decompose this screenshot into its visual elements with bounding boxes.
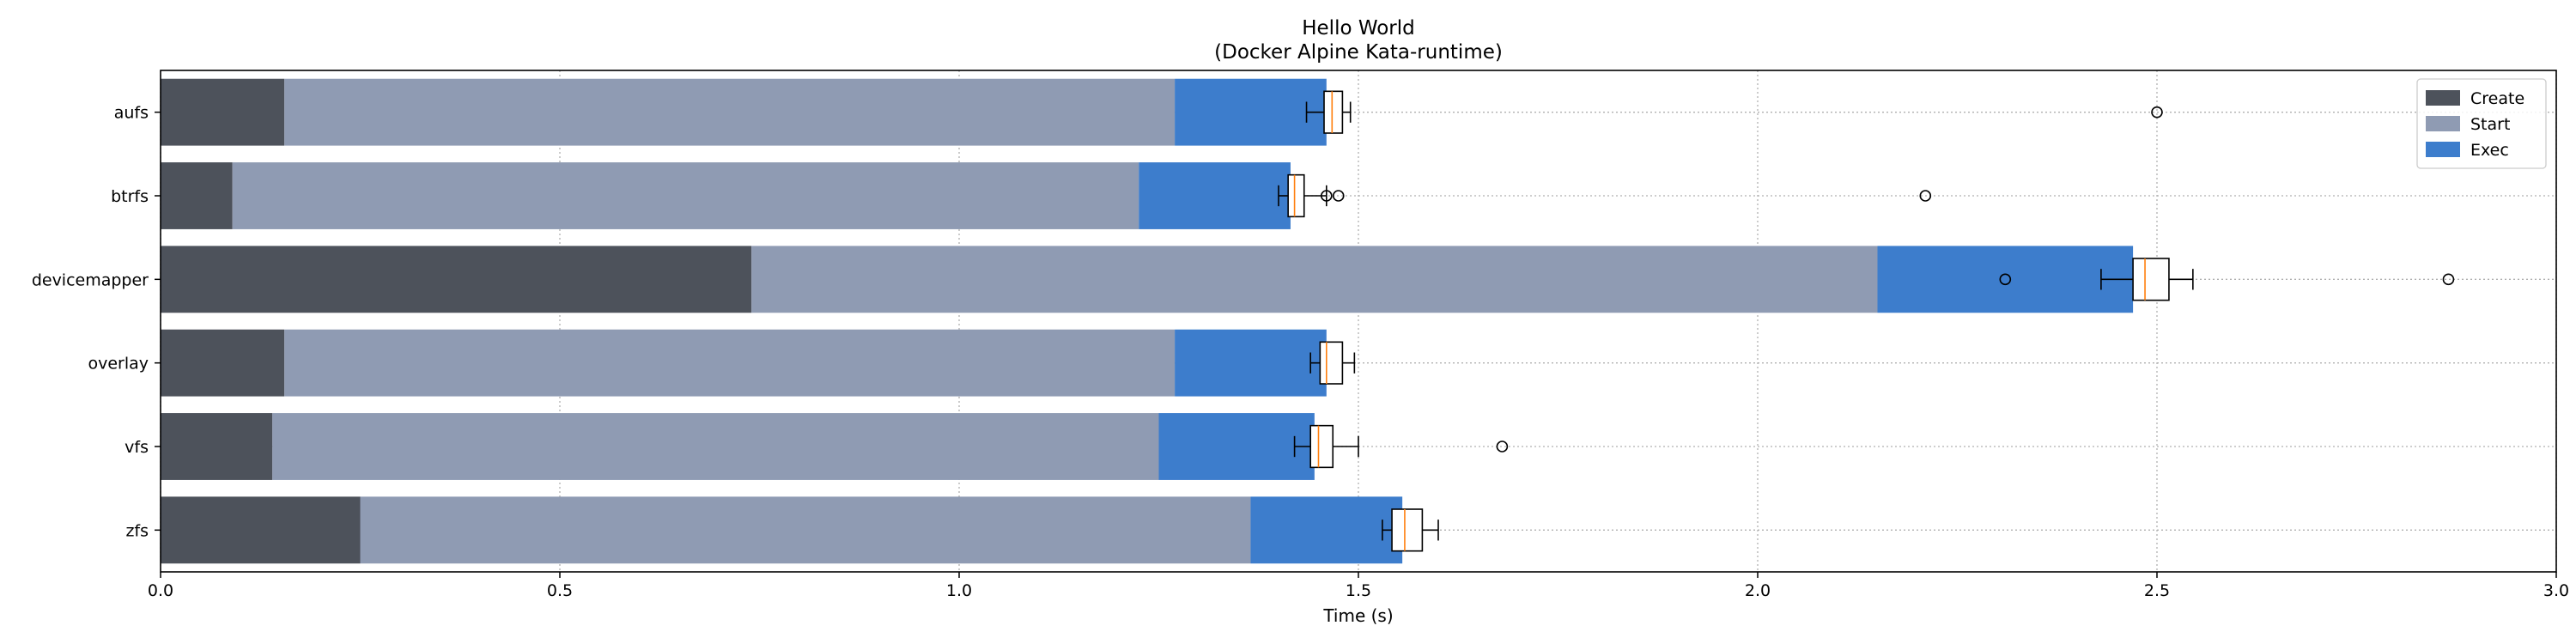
x-tick-label: 1.5 — [1346, 581, 1371, 600]
box-iqr — [1323, 90, 1344, 134]
bar-create-zfs — [161, 496, 361, 564]
box-iqr — [1287, 173, 1305, 218]
boxplot-vfs — [1293, 424, 1509, 469]
x-tick-label: 3.0 — [2543, 581, 2569, 600]
y-tick-label-btrfs: btrfs — [111, 187, 149, 206]
legend-label-exec: Exec — [2470, 141, 2509, 160]
stacked-bars — [161, 78, 2134, 564]
box-iqr — [1391, 508, 1424, 552]
outlier-point — [1999, 273, 2012, 286]
boxplot-btrfs — [1278, 173, 1932, 218]
outlier-point — [1919, 190, 1932, 202]
bar-start-overlay — [284, 329, 1176, 397]
legend-label-create: Create — [2470, 89, 2524, 108]
y-tick-label-devicemapper: devicemapper — [32, 270, 149, 289]
bar-create-btrfs — [161, 162, 233, 229]
boxplot-aufs — [1305, 90, 2163, 134]
legend: Create Start Exec — [2416, 78, 2547, 169]
y-tick-label-vfs: vfs — [125, 438, 149, 457]
bar-exec-overlay — [1175, 329, 1327, 397]
y-tick-label-overlay: overlay — [88, 355, 149, 374]
bar-create-devicemapper — [161, 246, 752, 313]
boxplot-overlay — [1309, 341, 1356, 385]
bar-exec-zfs — [1250, 496, 1403, 564]
boxplot-devicemapper — [1999, 258, 2455, 301]
legend-swatch-create — [2426, 90, 2460, 106]
box-iqr — [1309, 424, 1334, 469]
bar-create-overlay — [161, 329, 285, 397]
chart-title: Hello World (Docker Alpine Kata-runtime) — [1214, 17, 1503, 64]
outlier-point — [1332, 190, 1345, 202]
x-axis: 0.0 0.5 1.0 1.5 2.0 2.5 3.0 — [148, 572, 2569, 600]
bar-exec-vfs — [1158, 413, 1315, 480]
bar-start-vfs — [272, 413, 1159, 480]
x-tick-label: 0.5 — [547, 581, 573, 600]
boxplots — [1278, 90, 2455, 552]
bar-start-aufs — [284, 78, 1176, 146]
chart-title-line-1: Hello World — [1302, 17, 1415, 39]
bar-start-devicemapper — [751, 246, 1878, 313]
bar-create-aufs — [161, 78, 285, 146]
bar-start-zfs — [360, 496, 1251, 564]
x-tick-label: 0.0 — [148, 581, 173, 600]
x-tick-label: 2.0 — [1745, 581, 1771, 600]
y-tick-label-aufs: aufs — [114, 104, 149, 123]
x-tick-label: 1.0 — [946, 581, 972, 600]
box-iqr — [1319, 341, 1344, 385]
bar-exec-btrfs — [1139, 162, 1291, 229]
y-axis: aufs btrfs devicemapper overlay vfs zfs — [32, 104, 161, 540]
x-axis-label: Time (s) — [1322, 605, 1393, 626]
outlier-point — [1321, 190, 1333, 202]
outlier-point — [2151, 106, 2163, 118]
outlier-point — [2442, 273, 2455, 286]
x-tick-label: 2.5 — [2144, 581, 2170, 600]
bar-create-vfs — [161, 413, 273, 480]
legend-swatch-exec — [2426, 142, 2460, 157]
bar-exec-devicemapper — [1877, 246, 2134, 313]
bar-start-btrfs — [232, 162, 1139, 229]
legend-label-start: Start — [2470, 115, 2510, 134]
y-tick-label-zfs: zfs — [125, 521, 149, 540]
legend-swatch-start — [2426, 116, 2460, 131]
chart-title-line-2: (Docker Alpine Kata-runtime) — [1214, 41, 1503, 64]
boxplot-zfs — [1382, 508, 1439, 552]
box-iqr — [2132, 258, 2170, 301]
bar-exec-aufs — [1175, 78, 1327, 146]
outlier-point — [1496, 440, 1509, 453]
